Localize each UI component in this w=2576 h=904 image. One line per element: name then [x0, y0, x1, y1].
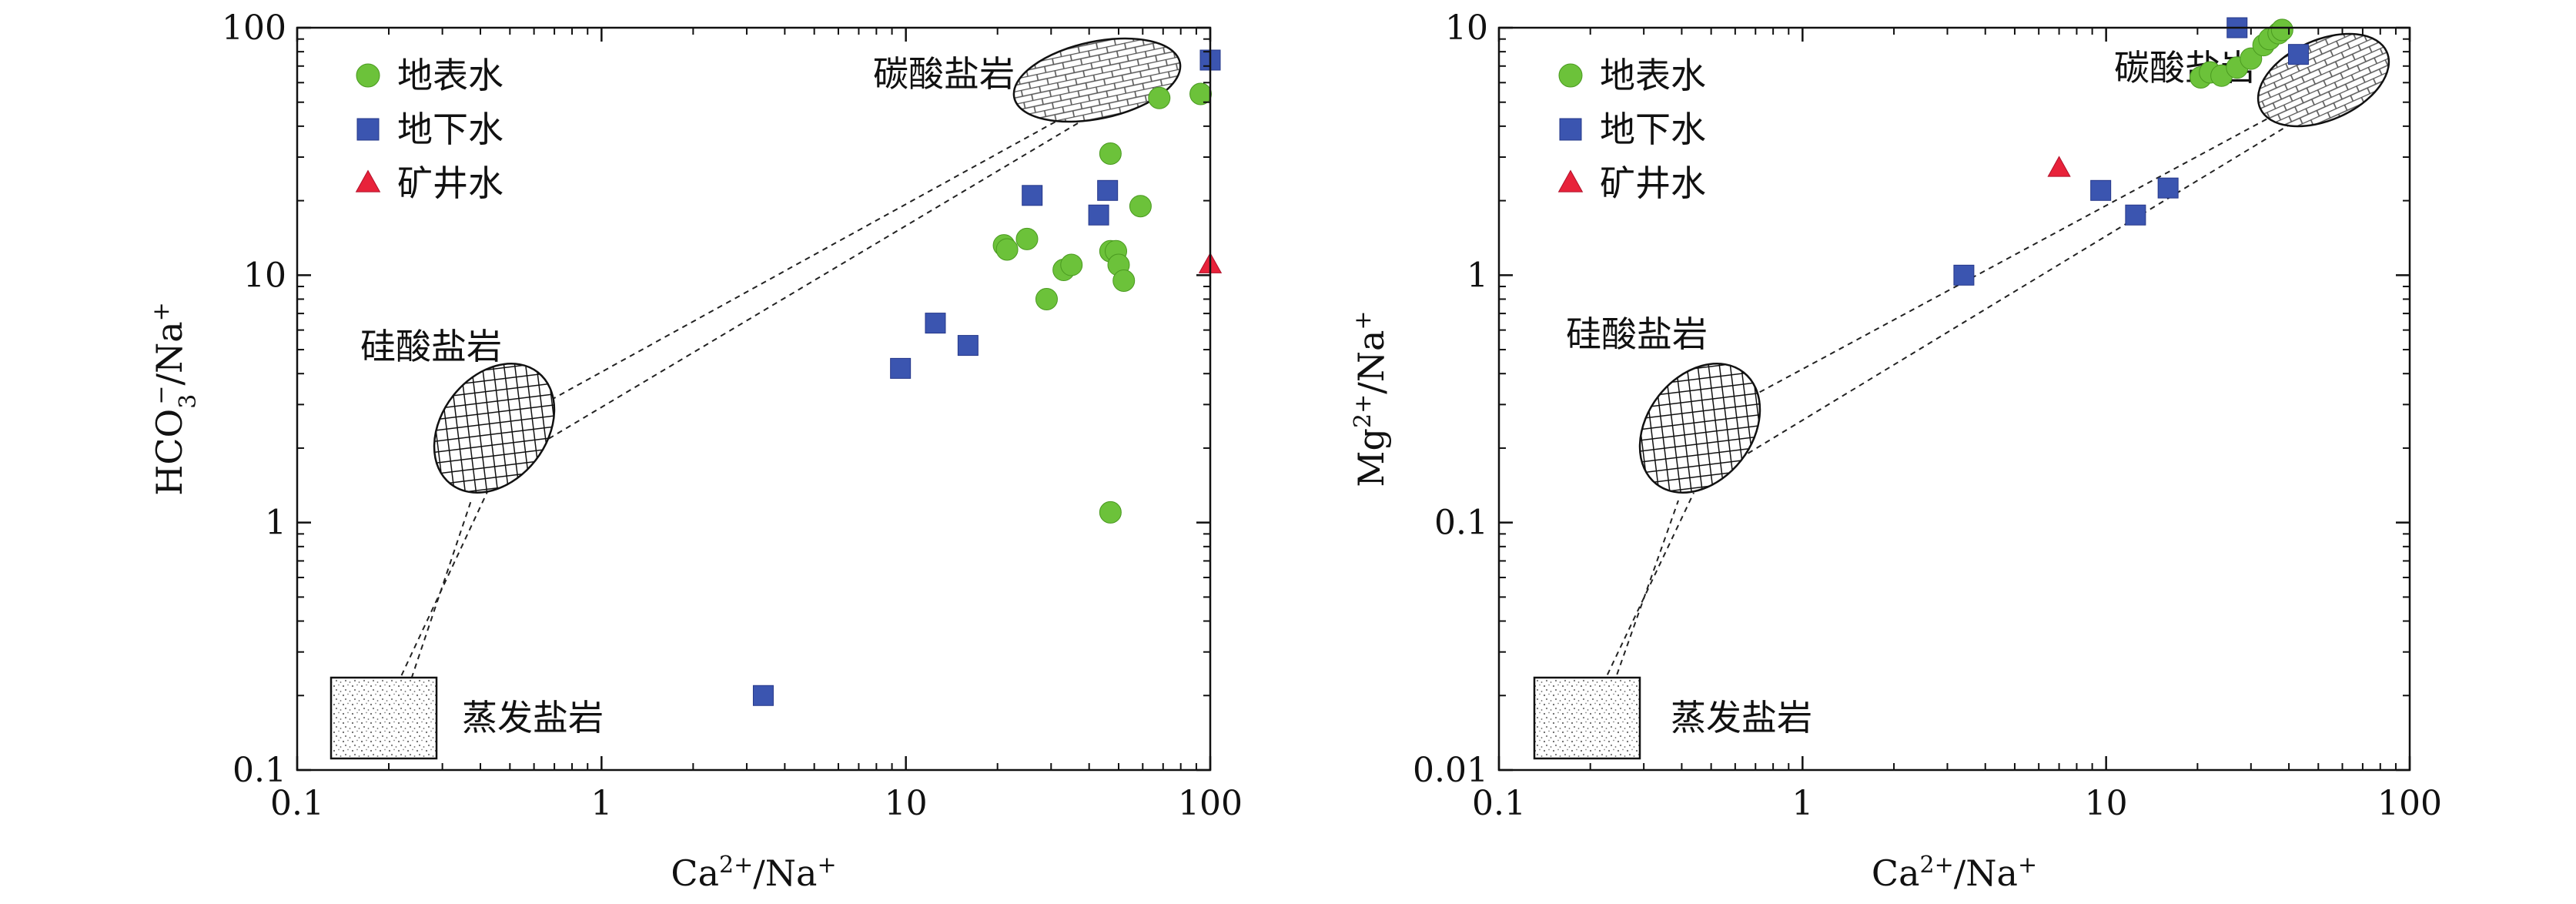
series-square: [752, 49, 1221, 706]
region-evaporite: [1533, 676, 1641, 760]
y-tick-label: 10: [1445, 8, 1488, 48]
data-point: [1099, 501, 1122, 524]
mixing-line: [1751, 99, 2303, 397]
data-point: [1060, 253, 1083, 276]
x-axis-label: Ca2+/Na+: [671, 852, 836, 895]
legend-marker-circle: [356, 63, 380, 88]
legend-marker-circle: [1558, 63, 1583, 88]
mixing-line: [477, 122, 1079, 482]
legend-label: 矿井水: [397, 162, 503, 204]
mixing-line: [1603, 500, 1679, 713]
region-evaporite: [330, 676, 438, 760]
data-point: [1953, 264, 1975, 286]
y-axis-label: Mg2+/Na+: [1350, 310, 1393, 487]
y-tick-label: 10: [243, 256, 286, 295]
legend-marker-triangle: [1557, 169, 1584, 193]
plot-frame: [1497, 26, 2411, 772]
y-tick-label: 0.1: [1434, 504, 1488, 543]
data-point: [1015, 227, 1039, 250]
mixing-line: [552, 116, 1065, 400]
data-point: [1097, 179, 1119, 201]
series-circle: [992, 82, 1213, 524]
x-axis-label: Ca2+/Na+: [1872, 852, 2037, 895]
legend-marker-square: [356, 118, 380, 141]
data-point: [1189, 82, 1213, 105]
legend-label: 地下水: [397, 109, 503, 150]
data-point: [2270, 18, 2293, 42]
data-point: [925, 313, 946, 334]
legend-label: 地表水: [1600, 55, 1706, 96]
region-label: 硅酸盐岩: [1566, 313, 1708, 355]
region-silicate: [433, 363, 556, 494]
legend-label: 地表水: [397, 55, 503, 96]
y-tick-label: 100: [222, 8, 286, 48]
data-point: [1035, 287, 1058, 310]
region-label: 硅酸盐岩: [360, 326, 502, 367]
data-point: [1148, 86, 1171, 109]
data-point: [1022, 185, 1043, 206]
data-point: [752, 685, 774, 706]
x-tick-label: 100: [1178, 784, 1243, 823]
series-triangle: [2047, 156, 2071, 177]
region-label: 蒸发盐岩: [462, 697, 604, 738]
x-tick-label: 0.1: [270, 784, 324, 823]
plot-frame: [296, 26, 1212, 772]
y-axis-label: HCO3−/Na+: [148, 302, 202, 496]
data-point: [2157, 177, 2179, 199]
data-point: [1088, 204, 1109, 226]
data-point: [995, 238, 1019, 261]
data-point: [2125, 204, 2146, 226]
legend-label: 地下水: [1600, 109, 1706, 150]
legend-marker-triangle: [355, 169, 381, 193]
region-silicate: [1638, 363, 1761, 494]
series-circle: [2190, 18, 2293, 89]
y-tick-label: 1: [1467, 256, 1488, 295]
y-tick-label: 1: [265, 504, 286, 543]
data-point: [2287, 44, 2309, 65]
x-tick-label: 10: [2085, 784, 2128, 823]
data-point: [2047, 156, 2071, 177]
y-tick-label: 0.01: [1413, 751, 1488, 790]
data-point: [1099, 142, 1122, 165]
data-point: [957, 335, 979, 357]
legend-marker-square: [1559, 118, 1582, 141]
data-point: [1112, 269, 1136, 292]
region-carbonate: [1012, 37, 1182, 123]
mixing-line: [1682, 107, 2318, 494]
legend-label: 矿井水: [1600, 162, 1706, 204]
mixing-line: [398, 500, 472, 717]
series-square: [1953, 17, 2309, 286]
x-tick-label: 100: [2377, 784, 2442, 823]
x-tick-label: 1: [590, 784, 612, 823]
x-tick-label: 10: [885, 784, 928, 823]
x-tick-label: 1: [1791, 784, 1813, 823]
region-label: 蒸发盐岩: [1671, 697, 1812, 738]
data-point: [890, 357, 912, 379]
y-tick-label: 0.1: [233, 751, 286, 790]
data-point: [2090, 179, 2112, 201]
region-label: 碳酸盐岩: [873, 53, 1015, 95]
x-tick-label: 0.1: [1472, 784, 1526, 823]
data-point: [1129, 195, 1152, 218]
